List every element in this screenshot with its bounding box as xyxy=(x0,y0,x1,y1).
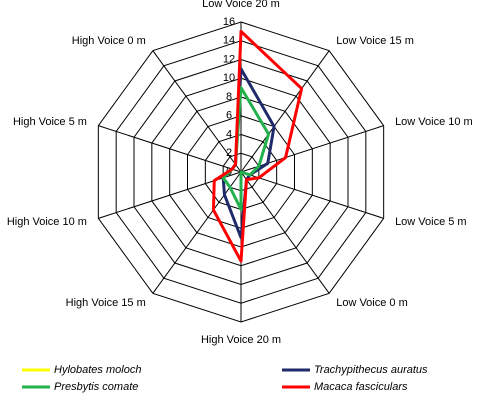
r-tick-label: 14 xyxy=(223,35,235,47)
spoke xyxy=(240,171,330,294)
spoke xyxy=(152,50,242,173)
legend: Hylobates moloch Trachypithecus auratus Pr… xyxy=(22,364,428,393)
r-tick-label: 10 xyxy=(223,72,235,84)
category-label: Low Voice 10 m xyxy=(395,116,473,128)
spoke xyxy=(240,171,384,219)
category-label: High Voice 5 m xyxy=(13,116,87,128)
r-tick-label: 4 xyxy=(226,128,232,140)
category-label: High Voice 20 m xyxy=(201,334,281,346)
r-tick-label: 12 xyxy=(223,53,235,65)
legend-label: Trachypithecus auratus xyxy=(314,364,428,376)
spoke xyxy=(240,50,330,173)
legend-label: Macaca fasciculars xyxy=(314,381,408,393)
spoke xyxy=(152,171,242,294)
category-label: High Voice 10 m xyxy=(7,216,87,228)
r-tick-label: 2 xyxy=(226,147,232,159)
category-label: Low Voice 5 m xyxy=(395,216,467,228)
legend-label: Hylobates moloch xyxy=(54,364,141,376)
category-label: High Voice 0 m xyxy=(72,35,146,47)
category-label: High Voice 15 m xyxy=(66,297,146,309)
category-label: Low Voice 20 m xyxy=(202,0,280,10)
category-label: Low Voice 15 m xyxy=(336,35,414,47)
spoke xyxy=(98,125,242,173)
r-tick-label: 8 xyxy=(226,91,232,103)
series-line xyxy=(211,29,304,263)
r-tick-label: 16 xyxy=(223,16,235,28)
category-label: Low Voice 0 m xyxy=(336,297,408,309)
legend-label: Presbytis comate xyxy=(54,381,138,393)
r-tick-label: 6 xyxy=(226,110,232,122)
